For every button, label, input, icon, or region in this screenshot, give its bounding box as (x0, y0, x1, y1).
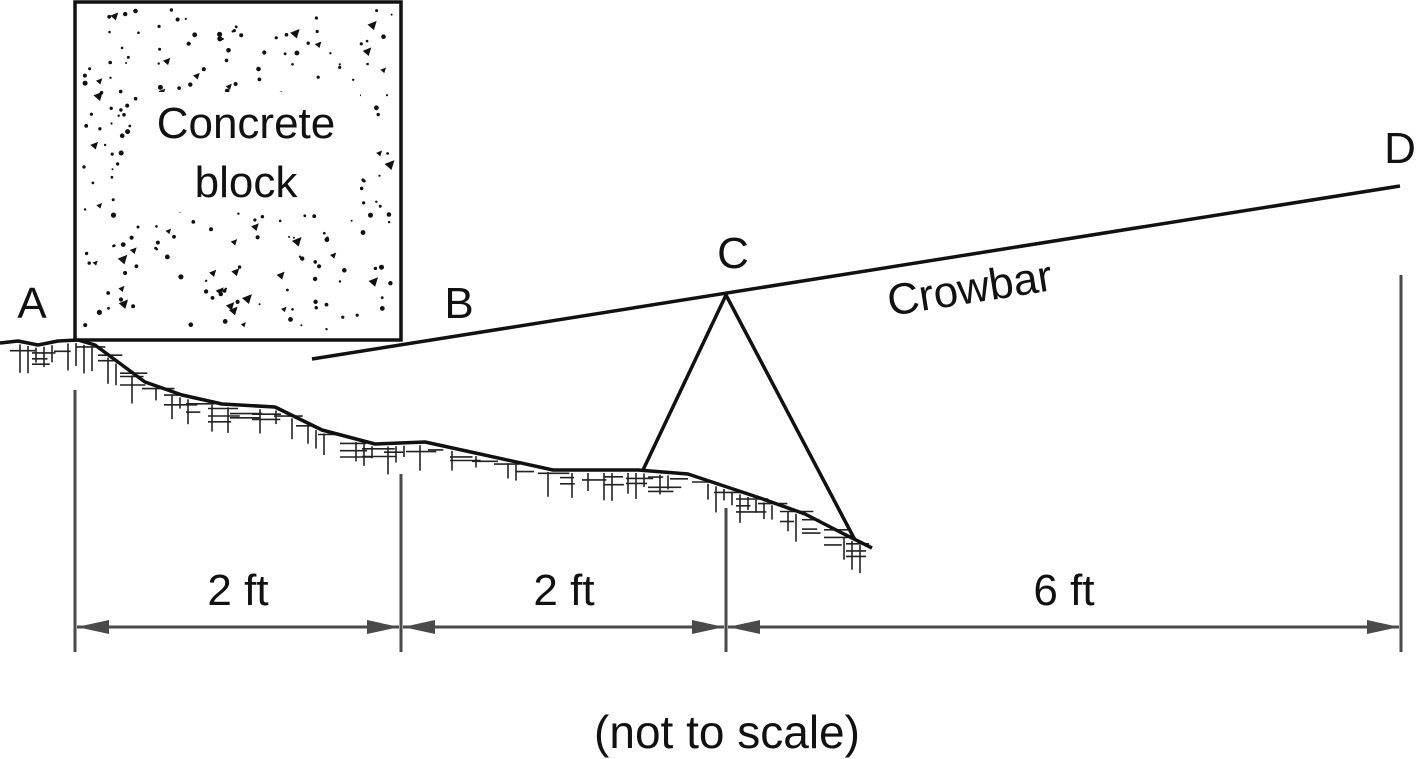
fulcrum (641, 291, 857, 541)
point-b-label: B (444, 279, 473, 328)
dimension-cd-label: 6 ft (1033, 566, 1094, 615)
crowbar (311, 184, 1401, 361)
point-c-label: C (717, 229, 749, 278)
block-label-line2: block (195, 158, 299, 207)
scale-note: (not to scale) (594, 706, 860, 758)
dimension-ab-label: 2 ft (207, 566, 268, 615)
point-a-label: A (17, 279, 47, 328)
point-d-label: D (1384, 124, 1416, 173)
block-label-line1: Concrete (157, 99, 336, 148)
ground-hatching (10, 343, 869, 574)
extension-lines (73, 275, 1403, 652)
ground-surface (0, 338, 873, 550)
dimension-bc-label: 2 ft (533, 566, 594, 615)
